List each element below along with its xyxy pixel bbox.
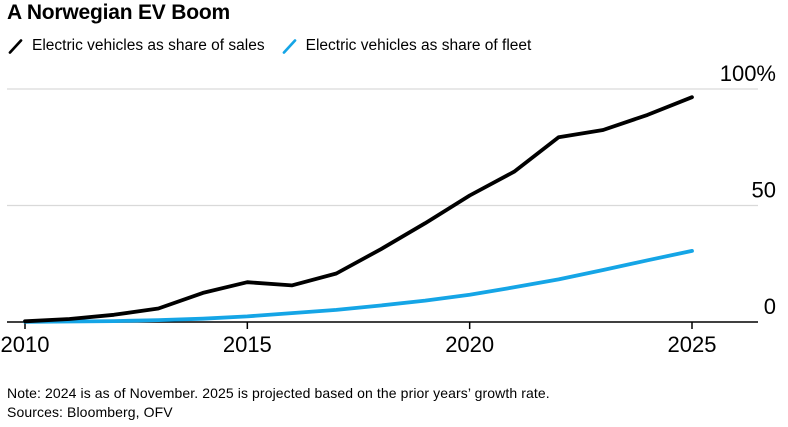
legend-label-sales: Electric vehicles as share of sales	[32, 37, 265, 54]
chart-legend: Electric vehicles as share of sales Elec…	[7, 37, 531, 55]
chart-note: Note: 2024 is as of November. 2025 is pr…	[7, 385, 550, 401]
fleet-line-swatch-icon	[282, 38, 296, 54]
legend-label-fleet: Electric vehicles as share of fleet	[305, 37, 532, 54]
x-tick-label: 2010	[1, 332, 50, 357]
chart-title: A Norwegian EV Boom	[7, 1, 230, 24]
legend-item-fleet: Electric vehicles as share of fleet	[281, 37, 532, 55]
series-line-fleet	[23, 248, 694, 324]
y-tick-label: 50	[752, 178, 776, 203]
sales-line-swatch-icon	[8, 38, 23, 54]
legend-item-sales: Electric vehicles as share of sales	[7, 37, 265, 55]
x-tick-label: 2025	[668, 332, 717, 357]
x-tick-label: 2015	[223, 332, 272, 357]
y-tick-label: 0	[764, 294, 776, 319]
chart-sources: Sources: Bloomberg, OFV	[7, 404, 173, 420]
chart-footer: Note: 2024 is as of November. 2025 is pr…	[7, 384, 780, 422]
x-tick-label: 2020	[445, 332, 494, 357]
series-line-sales	[23, 95, 694, 324]
y-tick-label: 100%	[720, 61, 776, 86]
